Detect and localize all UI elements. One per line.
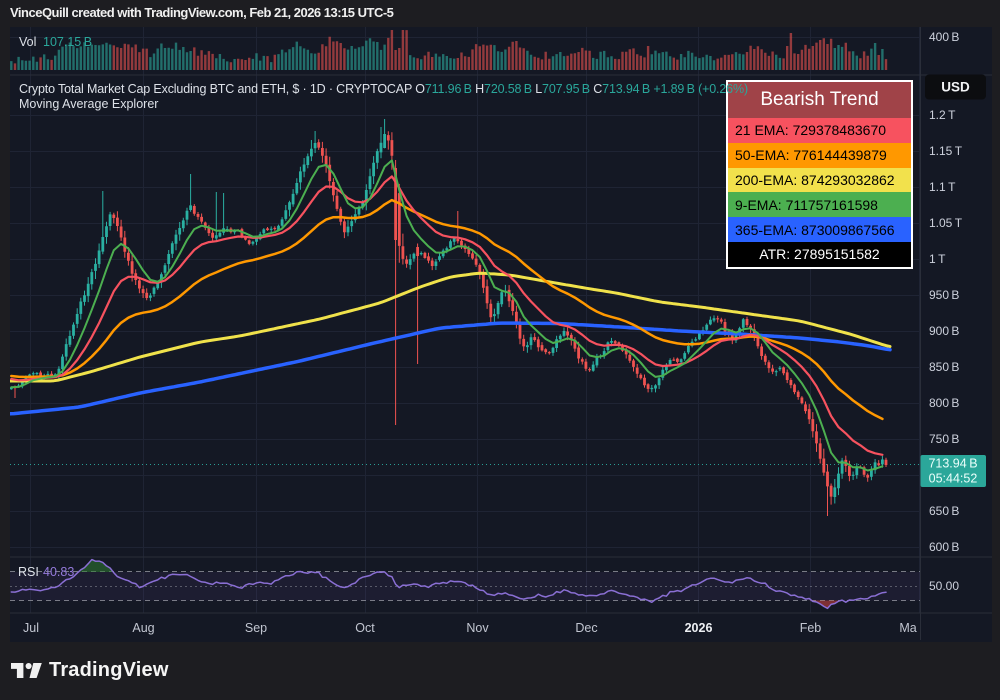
svg-text:Aug: Aug (132, 621, 154, 635)
svg-text:1.05 T: 1.05 T (929, 216, 963, 230)
svg-text:850 B: 850 B (929, 360, 959, 374)
svg-text:2026: 2026 (685, 621, 713, 635)
svg-text:Vol: Vol (19, 35, 36, 49)
svg-text:USD: USD (941, 80, 970, 95)
svg-text:1.2 T: 1.2 T (929, 108, 956, 122)
svg-text:RSI: RSI (18, 565, 39, 579)
svg-text:1.1 T: 1.1 T (929, 180, 956, 194)
svg-text:05:44:52: 05:44:52 (929, 472, 978, 486)
svg-text:600 B: 600 B (929, 540, 959, 554)
svg-text:900 B: 900 B (929, 324, 959, 338)
svg-text:950 B: 950 B (929, 288, 959, 302)
svg-text:Oct: Oct (355, 621, 375, 635)
svg-text:713.94 B: 713.94 B (928, 457, 977, 471)
svg-text:Jul: Jul (23, 621, 39, 635)
svg-text:40.83: 40.83 (43, 565, 74, 579)
svg-text:Nov: Nov (466, 621, 489, 635)
svg-text:650 B: 650 B (929, 504, 959, 518)
svg-text:Dec: Dec (575, 621, 597, 635)
svg-text:800 B: 800 B (929, 396, 959, 410)
svg-text:400 B: 400 B (929, 30, 959, 44)
svg-text:1 T: 1 T (929, 252, 946, 266)
svg-text:Sep: Sep (245, 621, 267, 635)
svg-text:Feb: Feb (800, 621, 822, 635)
svg-text:1.15 T: 1.15 T (929, 144, 963, 158)
svg-text:Ma: Ma (899, 621, 916, 635)
svg-text:107.15 B: 107.15 B (43, 35, 92, 49)
svg-text:750 B: 750 B (929, 432, 959, 446)
svg-text:50.00: 50.00 (929, 579, 959, 593)
